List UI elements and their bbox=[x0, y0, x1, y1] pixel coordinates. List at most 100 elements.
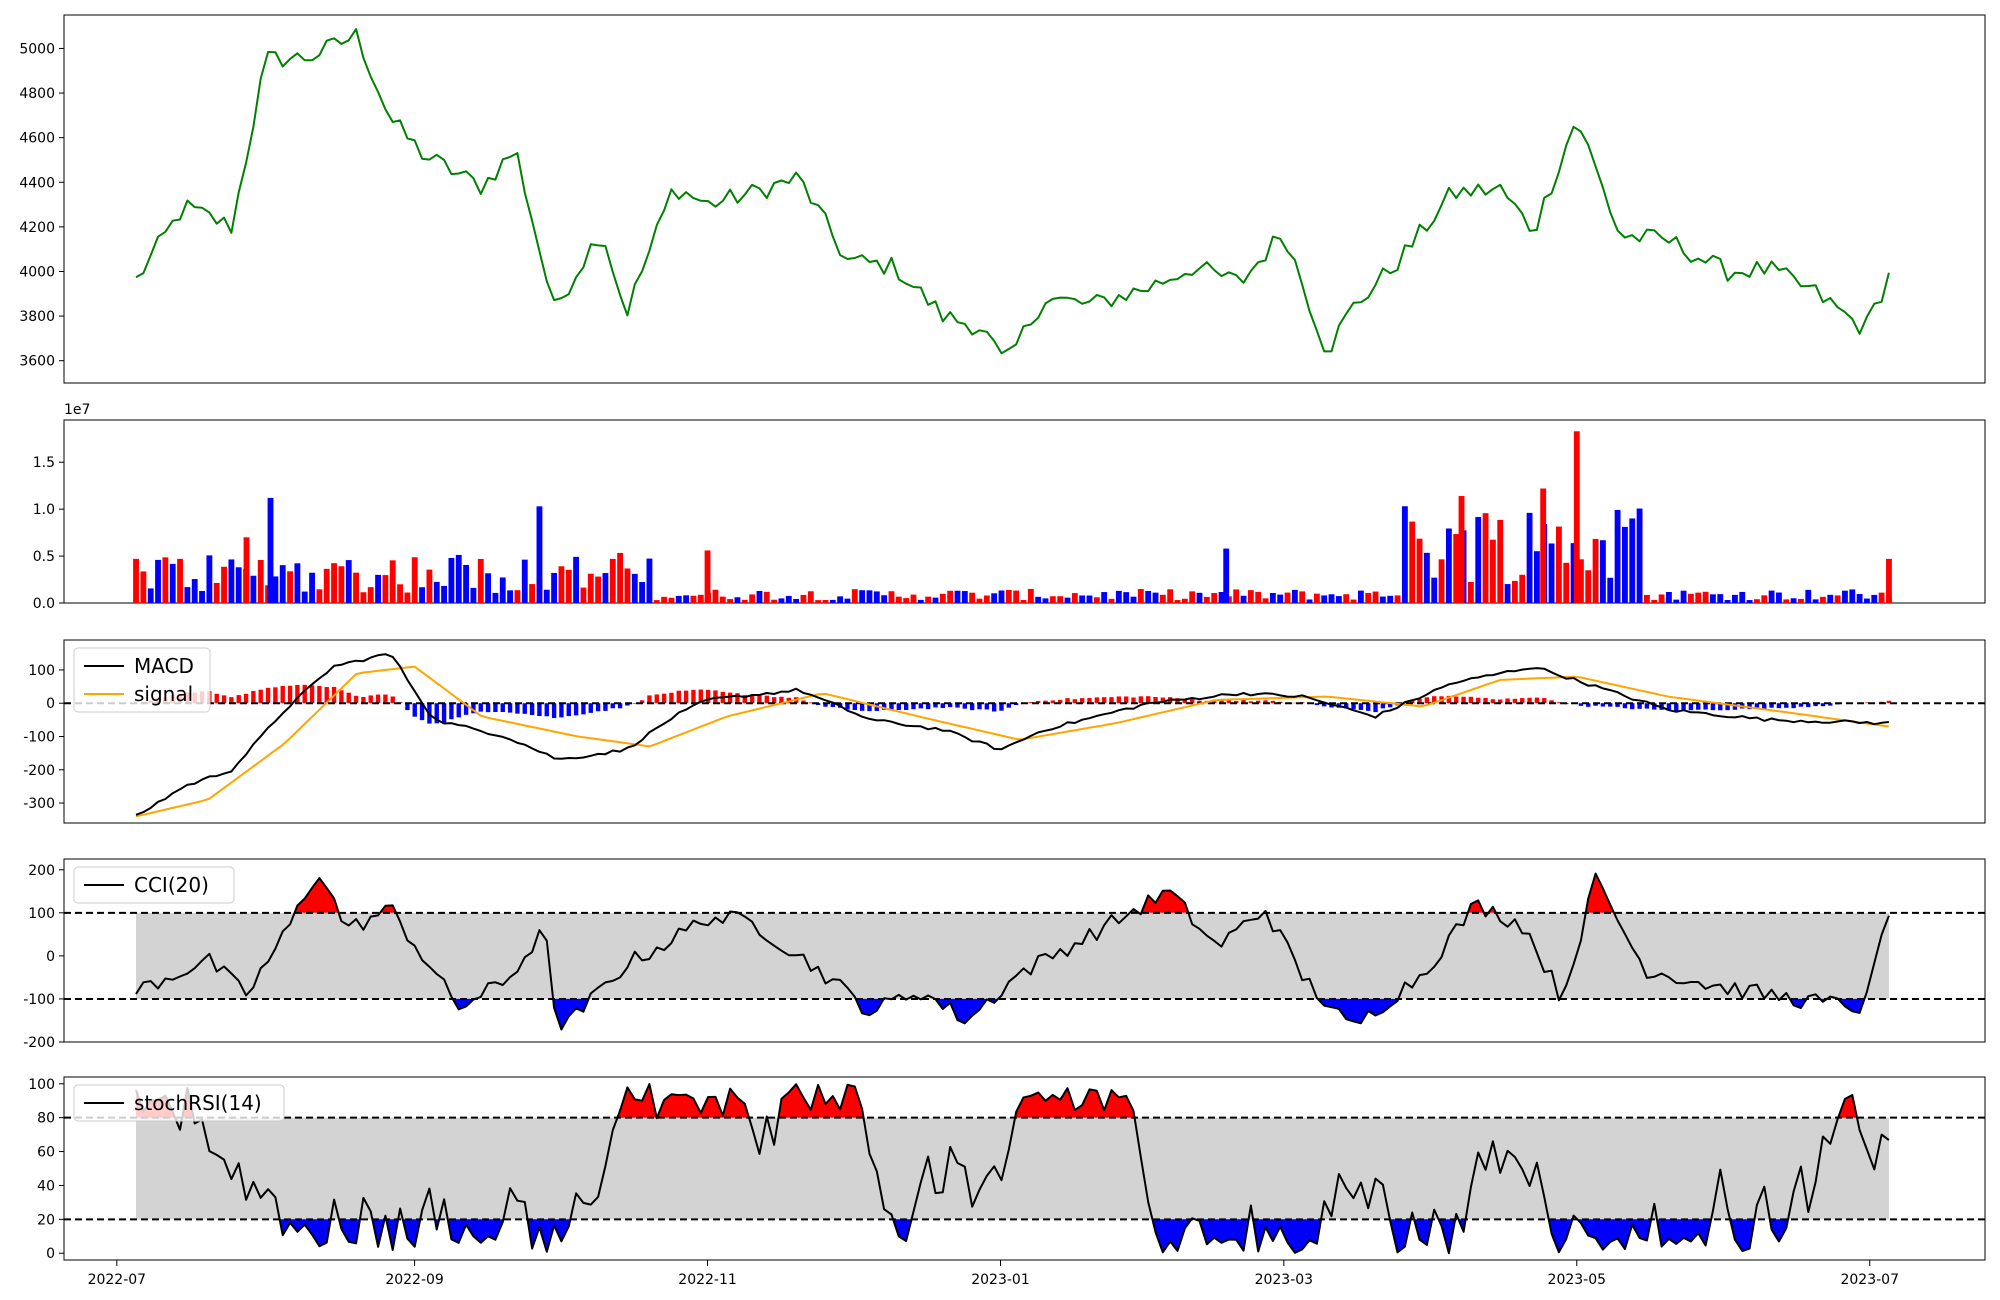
macd-histogram-bar bbox=[493, 703, 498, 713]
macd-histogram-bar bbox=[1226, 700, 1232, 704]
y-tick-label: 20 bbox=[37, 1212, 55, 1228]
macd-histogram-bar bbox=[1043, 700, 1048, 704]
macd-histogram-bar bbox=[251, 691, 256, 704]
volume-bar bbox=[1754, 599, 1760, 603]
macd-histogram-bar bbox=[1417, 698, 1422, 704]
volume-bar bbox=[1445, 528, 1452, 603]
volume-bar bbox=[162, 557, 169, 603]
volume-bar bbox=[565, 569, 572, 603]
macd-histogram-bar bbox=[889, 703, 894, 710]
y-tick-label: 3600 bbox=[19, 354, 55, 370]
macd-histogram-bar bbox=[383, 694, 388, 704]
y-tick-label: -200 bbox=[23, 1035, 55, 1051]
volume-bar bbox=[353, 572, 359, 603]
macd-histogram-bar bbox=[309, 685, 315, 704]
macd-histogram-bar bbox=[243, 693, 249, 704]
volume-bar bbox=[367, 587, 374, 603]
macd-histogram-bar bbox=[1820, 703, 1826, 707]
macd-histogram-bar bbox=[1380, 703, 1386, 709]
volume-bar bbox=[763, 591, 770, 603]
volume-bar bbox=[1071, 593, 1078, 603]
volume-bar bbox=[1269, 593, 1276, 603]
macd-histogram-bar bbox=[1160, 697, 1166, 704]
volume-bar bbox=[1379, 596, 1386, 603]
macd-histogram-bar bbox=[735, 693, 740, 704]
macd-histogram-bar bbox=[1145, 696, 1151, 704]
macd-histogram-bar bbox=[977, 703, 982, 710]
volume-bar bbox=[631, 573, 638, 603]
volume-bar bbox=[419, 587, 425, 603]
y-tick-label: -100 bbox=[23, 729, 55, 745]
volume-bar bbox=[1856, 594, 1863, 603]
macd-histogram-bar bbox=[1314, 703, 1320, 706]
volume-bar bbox=[1108, 598, 1115, 603]
y-tick-label: 4600 bbox=[19, 131, 55, 147]
volume-bar bbox=[1313, 593, 1320, 603]
volume-bar bbox=[1467, 582, 1474, 603]
volume-bar bbox=[1027, 588, 1034, 603]
volume-bar bbox=[1416, 538, 1423, 603]
volume-bar bbox=[345, 560, 352, 603]
volume-bar bbox=[1629, 518, 1636, 603]
macd-histogram-bar bbox=[1798, 703, 1804, 707]
macd-histogram-bar bbox=[368, 695, 373, 704]
volume-bar bbox=[1871, 594, 1878, 603]
volume-bar bbox=[587, 573, 594, 603]
volume-bar bbox=[983, 595, 990, 603]
macd-histogram-bar bbox=[823, 703, 828, 707]
axes-frame bbox=[63, 858, 1986, 1043]
macd-histogram-bar bbox=[639, 700, 645, 704]
volume-bar bbox=[1526, 512, 1533, 603]
stochrsi-oversold-fill bbox=[1577, 1219, 1652, 1250]
volume-bar bbox=[477, 558, 484, 603]
volume-bar bbox=[499, 577, 506, 603]
volume-bar bbox=[463, 564, 470, 603]
macd-histogram-bar bbox=[1454, 696, 1459, 704]
volume-bar bbox=[829, 599, 836, 603]
macd-histogram-bar bbox=[1351, 703, 1356, 710]
volume-bar bbox=[492, 592, 499, 603]
volume-bar bbox=[1189, 591, 1196, 603]
volume-bar bbox=[1211, 593, 1218, 603]
macd-histogram-bar bbox=[471, 703, 476, 714]
volume-bar bbox=[785, 595, 792, 603]
volume-bar bbox=[1130, 596, 1137, 603]
volume-bar bbox=[1174, 600, 1181, 603]
macd-histogram-bar bbox=[1446, 695, 1452, 704]
volume-bar bbox=[331, 563, 337, 603]
volume-bar bbox=[1306, 599, 1313, 603]
volume-bar bbox=[301, 591, 308, 603]
volume-bar bbox=[697, 594, 704, 603]
volume-bar bbox=[1115, 590, 1122, 603]
axes-frame bbox=[63, 419, 1986, 604]
volume-bar bbox=[1291, 589, 1298, 603]
volume-bar bbox=[1489, 539, 1496, 603]
stochrsi-oversold-fill bbox=[279, 1219, 331, 1247]
volume-bar bbox=[397, 584, 403, 603]
macd-histogram-bar bbox=[705, 689, 711, 704]
macd-histogram-bar bbox=[551, 703, 557, 719]
macd-histogram-bar bbox=[1637, 703, 1642, 709]
volume-bar bbox=[1064, 597, 1071, 603]
volume-bar bbox=[932, 597, 939, 603]
y-tick-label: 0 bbox=[46, 696, 55, 712]
macd-histogram-bar bbox=[449, 703, 454, 720]
volume-bar bbox=[903, 598, 910, 603]
macd-histogram-bar bbox=[984, 703, 990, 710]
cci-panel: -200 -100 0 100 200 CCI(20) bbox=[23, 858, 1986, 1051]
macd-histogram-bar bbox=[1344, 703, 1349, 709]
macd-histogram-bar bbox=[1527, 697, 1532, 704]
volume-bar bbox=[925, 596, 932, 603]
macd-histogram-bar bbox=[273, 687, 278, 704]
macd-histogram-bar bbox=[390, 696, 395, 704]
volume-bar bbox=[1401, 506, 1408, 603]
macd-histogram-bar bbox=[1256, 700, 1261, 704]
macd-histogram-bar bbox=[1718, 703, 1723, 711]
macd-histogram-bar bbox=[1476, 697, 1481, 704]
volume-bar bbox=[1688, 593, 1694, 603]
volume-bar bbox=[206, 555, 213, 603]
volume-bar bbox=[1651, 599, 1658, 603]
volume-bar bbox=[778, 598, 785, 603]
y-tick-label: 100 bbox=[28, 663, 55, 679]
volume-bar bbox=[690, 595, 697, 603]
